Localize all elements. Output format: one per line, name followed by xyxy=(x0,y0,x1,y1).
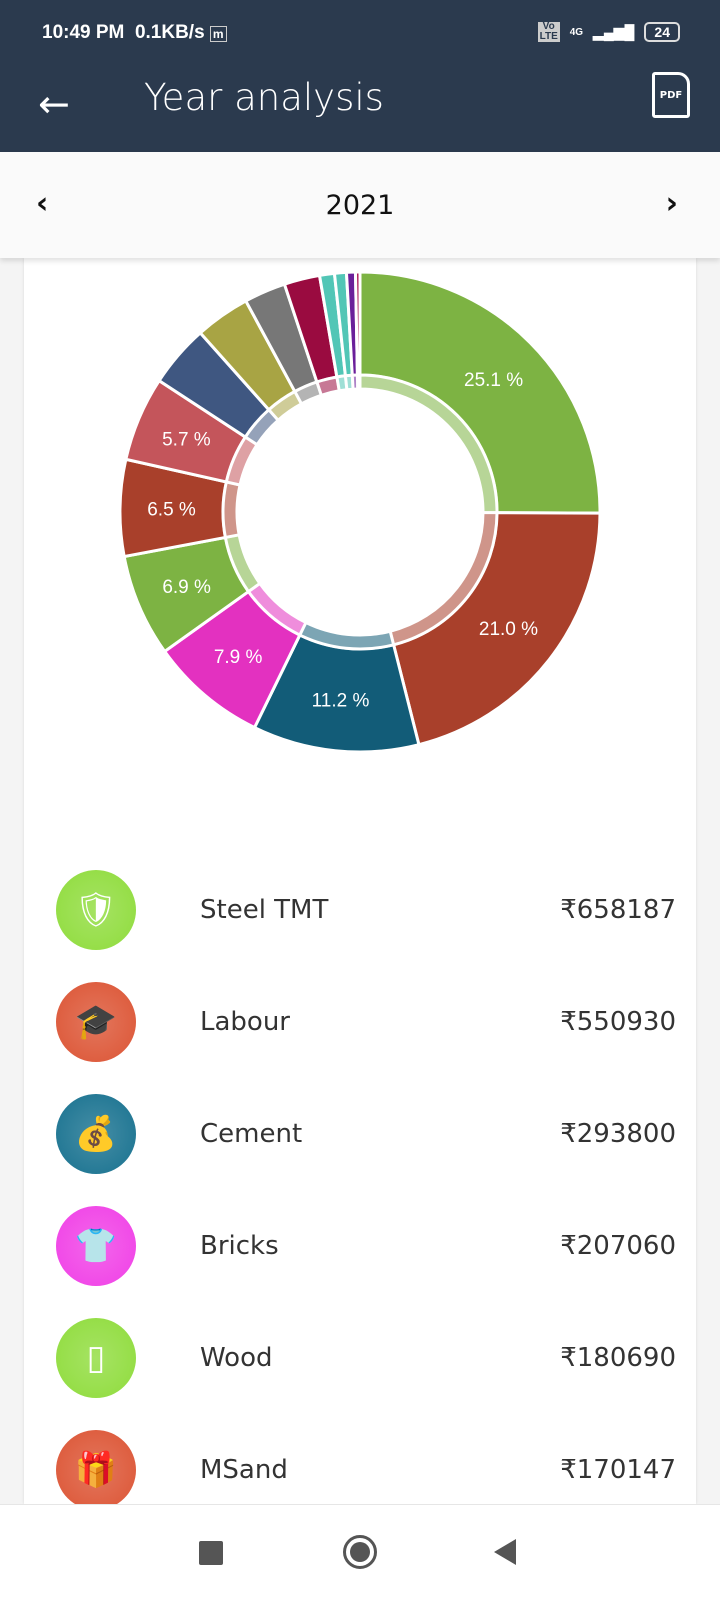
item-amount: ₹293800 xyxy=(560,1119,676,1149)
recents-button[interactable] xyxy=(199,1541,223,1565)
home-button[interactable] xyxy=(343,1535,377,1569)
graduation-cap-icon: 🎓 xyxy=(56,982,136,1062)
chevron-right-icon[interactable]: › xyxy=(665,186,678,221)
slice-label: 7.9 % xyxy=(214,647,263,668)
pie-slice[interactable] xyxy=(353,270,362,377)
item-amount: ₹550930 xyxy=(560,1007,676,1037)
list-item[interactable]: 🛡 Steel TMT ₹658187 xyxy=(56,870,676,950)
year-selector: ‹ 2021 › xyxy=(0,152,720,258)
pie-slice-inner-ring xyxy=(221,480,242,540)
item-amount: ₹180690 xyxy=(560,1343,676,1373)
shield-check-icon: 🛡 xyxy=(56,870,136,950)
network-speed: 0.1KB/s xyxy=(134,22,205,43)
pdf-export-button[interactable]: PDF xyxy=(652,72,690,118)
system-nav-bar xyxy=(0,1504,720,1600)
slice-label: 21.0 % xyxy=(479,619,538,640)
page-title: Year analysis xyxy=(144,76,384,119)
list-item[interactable]: ▯ Wood ₹180690 xyxy=(56,1318,676,1398)
volte-icon: Vo LTE xyxy=(537,21,560,42)
slice-label: 6.9 % xyxy=(162,577,211,598)
app-bar: ← Year analysis PDF xyxy=(0,72,720,152)
gift-icon: 🎁 xyxy=(56,1430,136,1510)
item-name: MSand xyxy=(200,1455,288,1485)
item-name: Labour xyxy=(200,1007,290,1037)
list-item[interactable]: 👕 Bricks ₹207060 xyxy=(56,1206,676,1286)
list-item[interactable]: 💰 Cement ₹293800 xyxy=(56,1094,676,1174)
smartphone-icon: ▯ xyxy=(56,1318,136,1398)
slice-label: 25.1 % xyxy=(464,370,523,391)
item-amount: ₹207060 xyxy=(560,1231,676,1261)
battery-icon: 24 xyxy=(644,22,680,42)
chevron-left-icon[interactable]: ‹ xyxy=(36,186,49,221)
list-item[interactable]: 🎓 Labour ₹550930 xyxy=(56,982,676,1062)
status-time: 10:49 PM xyxy=(42,22,125,43)
analysis-card: 25.1 % 21.0 % 11.2 % 7.9 % 6.9 % 6.5 % 5.7 % 🛡… xyxy=(24,258,696,1510)
money-bag-icon: 💰 xyxy=(56,1094,136,1174)
app-notification-icon: m xyxy=(209,26,227,42)
slice-label: 6.5 % xyxy=(147,500,196,521)
item-name: Bricks xyxy=(200,1231,279,1261)
item-amount: ₹658187 xyxy=(560,895,676,925)
signal-icon: 4G xyxy=(569,26,584,38)
item-name: Cement xyxy=(200,1119,303,1149)
list-item[interactable]: 🎁 MSand ₹170147 xyxy=(56,1430,676,1510)
slice-label: 5.7 % xyxy=(162,430,211,451)
status-bar: 10:49 PM 0.1KB/s m Vo LTE 4G ▂▄▆█ 24 xyxy=(0,0,720,72)
back-button[interactable] xyxy=(494,1539,516,1565)
signal-bars-icon: ▂▄▆█ xyxy=(593,23,635,40)
slice-label: 11.2 % xyxy=(312,690,370,711)
arrow-left-icon[interactable]: ← xyxy=(38,82,70,126)
pie-slice-inner-ring xyxy=(355,373,362,391)
year-label: 2021 xyxy=(325,190,395,221)
donut-chart: 25.1 % 21.0 % 11.2 % 7.9 % 6.9 % 6.5 % 5.7 % xyxy=(118,270,602,754)
item-name: Steel TMT xyxy=(200,895,329,925)
item-name: Wood xyxy=(200,1343,273,1373)
tshirt-icon: 👕 xyxy=(56,1206,136,1286)
item-amount: ₹170147 xyxy=(560,1455,676,1485)
